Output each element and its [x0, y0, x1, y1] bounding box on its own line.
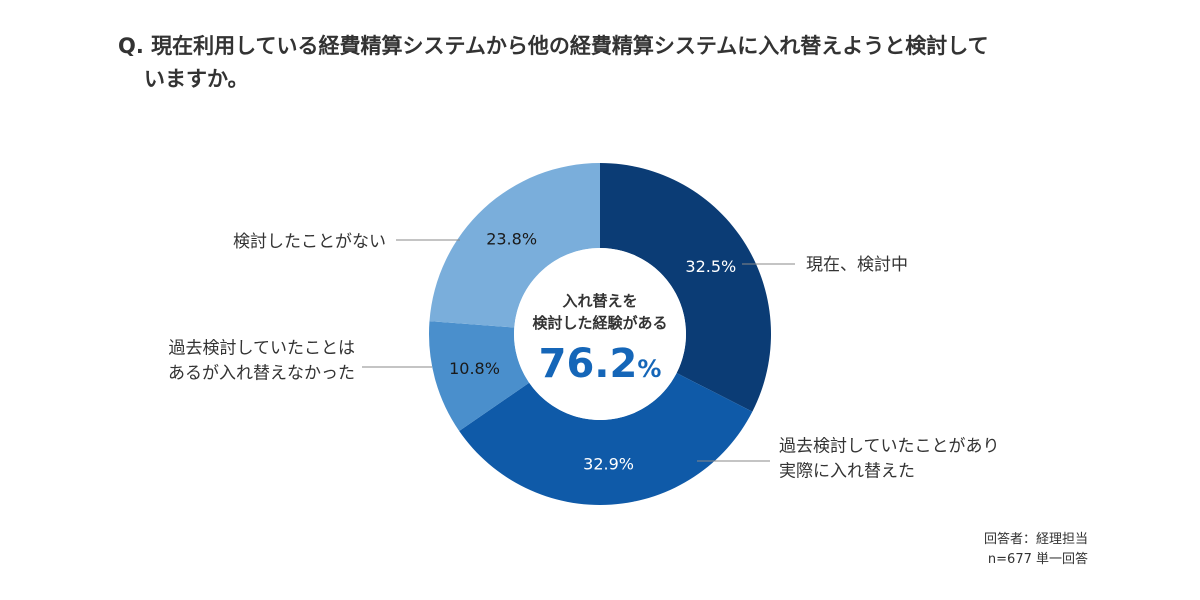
donut-center: 入れ替えを 検討した経験がある 76.2% — [532, 292, 667, 387]
donut-slice-3 — [429, 321, 530, 432]
category-label-3-line-2: あるが入れ替えなかった — [168, 364, 355, 384]
footnote: 回答者：経理担当 n=677 単一回答 — [984, 530, 1088, 570]
category-label-2-line-2: 実際に入れ替えた — [779, 462, 915, 482]
percent-labels: 32.5% 32.9% 10.8% 23.8% — [449, 230, 736, 474]
question-title: Q. 現在利用している経費精算システムから他の経費精算システムに入れ替えようと検… — [118, 30, 1078, 96]
category-label-1-line-1: 現在、検討中 — [806, 255, 908, 275]
center-value: 76.2% — [539, 341, 662, 387]
footnote-respondents: 回答者：経理担当 — [983, 532, 1088, 547]
category-label-3-line-1: 過去検討していたことは — [169, 339, 356, 359]
donut-slice-4 — [429, 163, 600, 328]
center-value-number: 76.2 — [539, 341, 638, 387]
category-label-2-line-1: 過去検討していたことがあり — [779, 437, 1000, 457]
center-label-line-1: 入れ替えを — [562, 292, 637, 310]
donut-slice-2 — [459, 373, 753, 505]
donut-hole — [514, 248, 686, 420]
percent-label-2: 32.9% — [583, 455, 634, 474]
question-line-2: いますか。 — [144, 67, 249, 91]
category-label-4-line-1: 検討したことがない — [233, 232, 386, 252]
donut-slice-1 — [600, 163, 771, 412]
center-label-line-2: 検討した経験がある — [532, 314, 667, 332]
center-value-unit: % — [637, 355, 661, 383]
percent-label-3: 10.8% — [449, 359, 500, 378]
question-line-1: Q. 現在利用している経費精算システムから他の経費精算システムに入れ替えようと検… — [118, 34, 989, 58]
leader-lines — [362, 239, 795, 462]
donut-slices — [429, 163, 771, 505]
percent-label-4: 23.8% — [486, 230, 537, 249]
footnote-sample: n=677 単一回答 — [987, 552, 1088, 567]
percent-label-1: 32.5% — [685, 257, 736, 276]
